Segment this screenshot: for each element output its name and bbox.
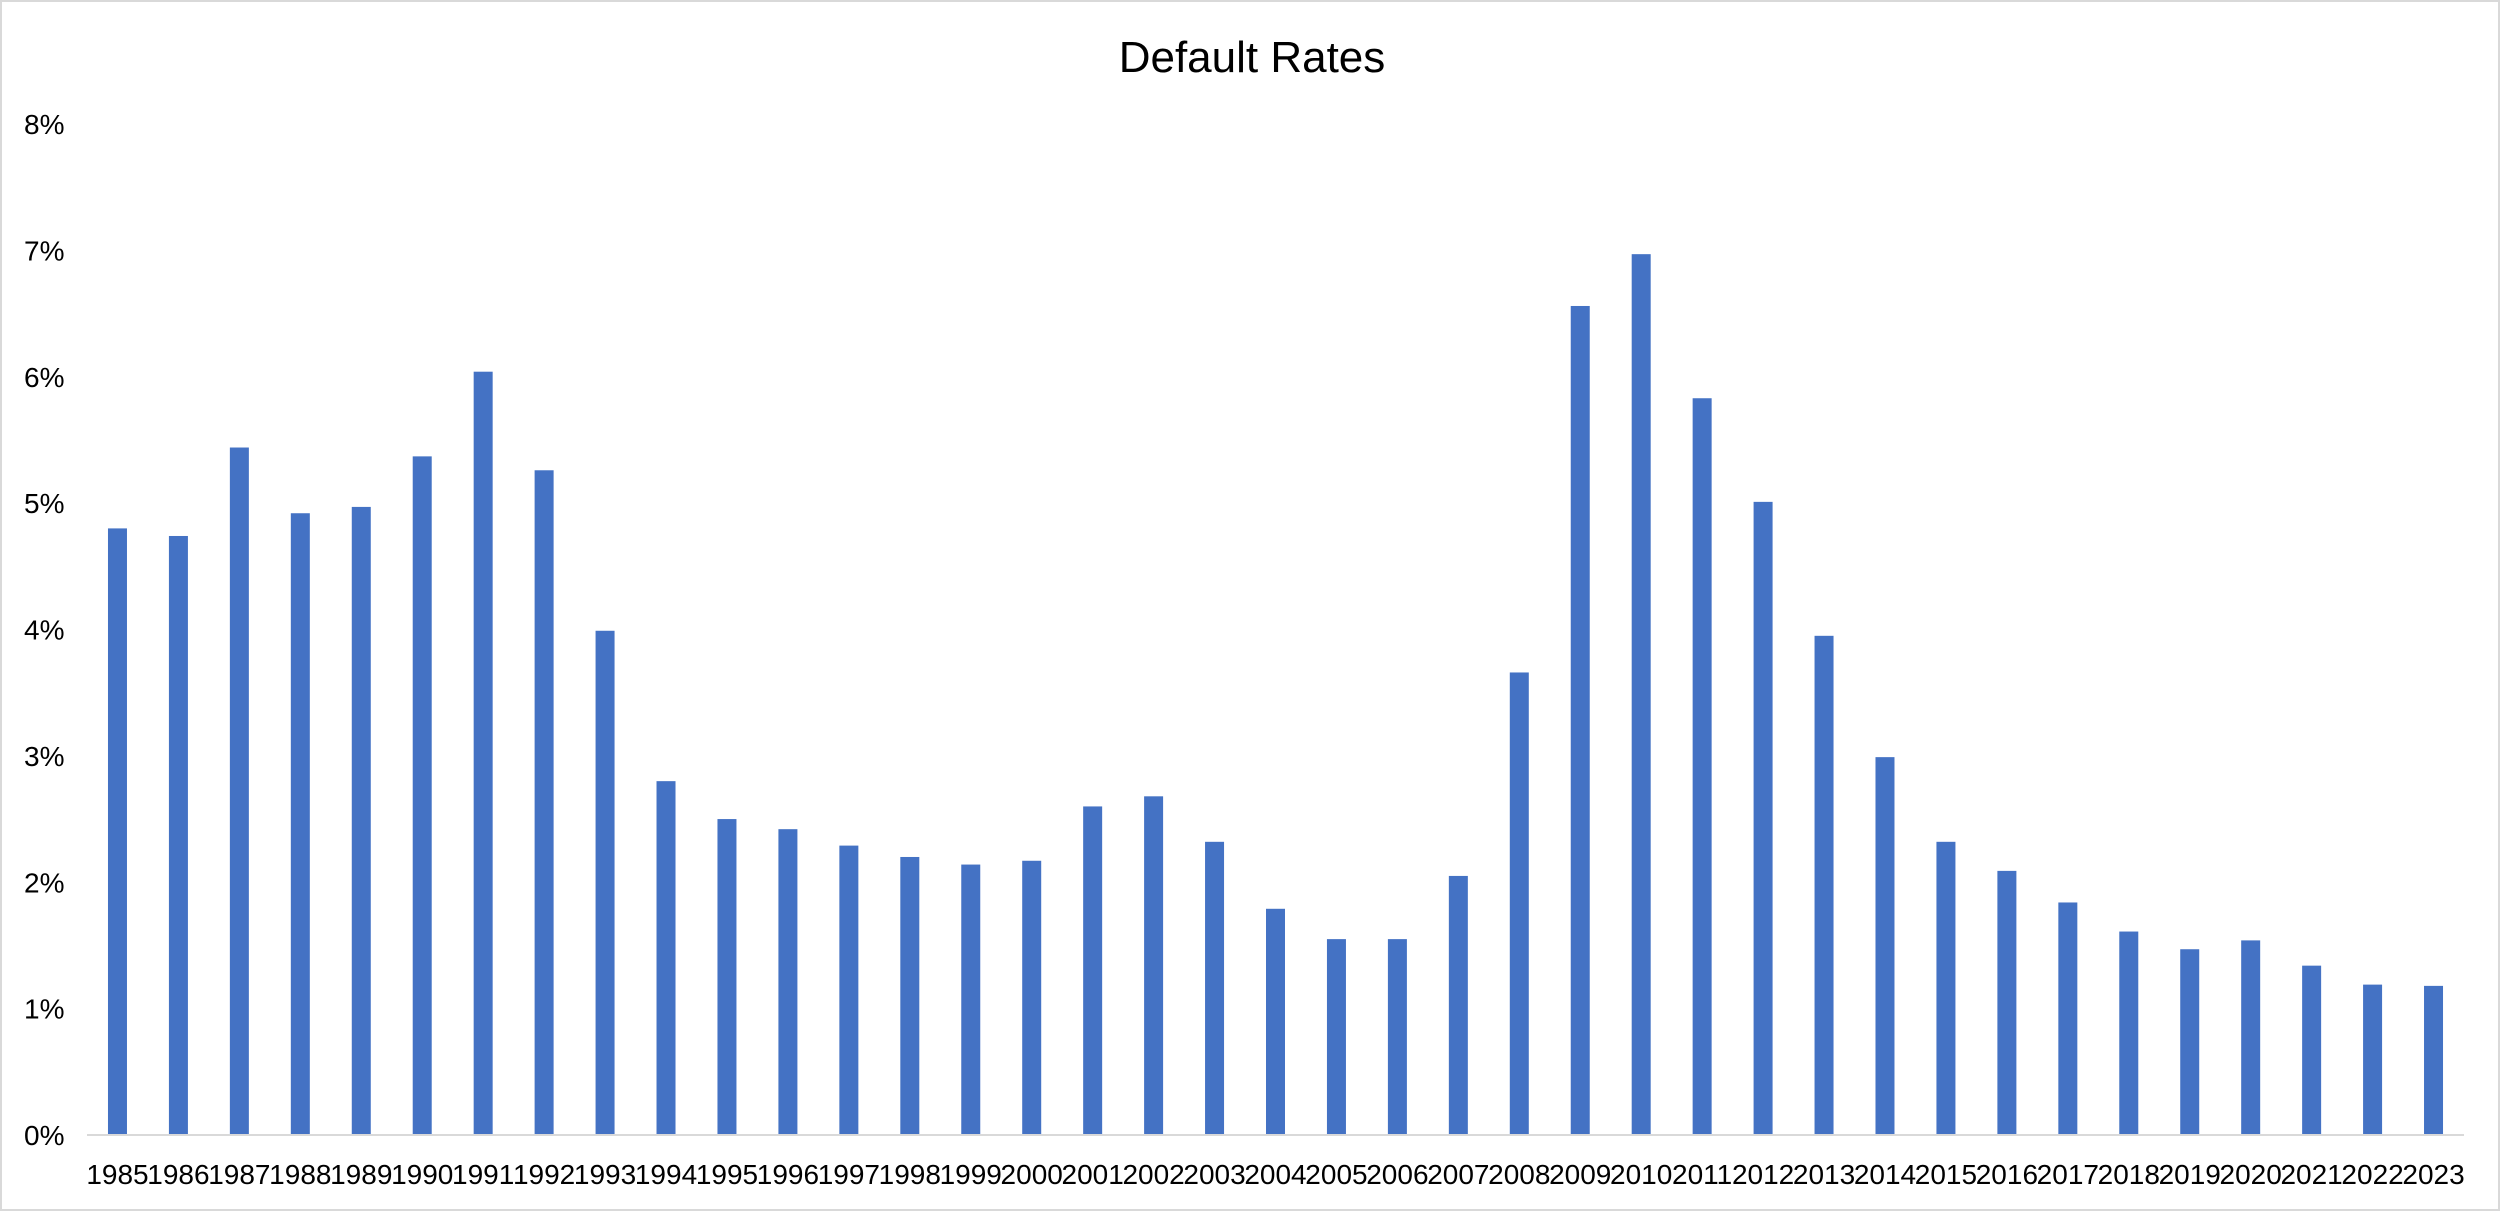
x-tick-label: 2019 [2159, 1159, 2221, 1190]
bar-2002 [1144, 796, 1164, 1135]
bar-2022 [2363, 984, 2383, 1135]
x-tick-label: 2014 [1854, 1159, 1916, 1190]
bar-2021 [2302, 965, 2322, 1135]
bar-2016 [1997, 870, 2017, 1135]
x-tick-label: 2002 [1122, 1159, 1184, 1190]
bar-1991 [473, 371, 493, 1135]
bar-1992 [534, 470, 554, 1136]
x-tick-label: 1994 [635, 1159, 697, 1190]
x-tick-label: 1987 [208, 1159, 270, 1190]
x-tick-label: 1992 [513, 1159, 575, 1190]
x-tick-label: 2012 [1732, 1159, 1794, 1190]
x-tick-label: 1997 [818, 1159, 880, 1190]
x-tick-label: 1993 [574, 1159, 636, 1190]
x-tick-label: 2006 [1366, 1159, 1428, 1190]
y-tick-label: 2% [24, 867, 64, 898]
bars [107, 254, 2444, 1136]
bar-1994 [656, 781, 676, 1135]
x-tick-label: 2004 [1244, 1159, 1306, 1190]
x-tick-label: 2003 [1183, 1159, 1245, 1190]
bar-2020 [2241, 940, 2261, 1135]
bar-1995 [717, 819, 737, 1135]
bar-1986 [168, 535, 188, 1135]
y-tick-label: 7% [24, 235, 64, 266]
x-tick-label: 1995 [696, 1159, 758, 1190]
x-tick-label: 1986 [147, 1159, 209, 1190]
x-tick-label: 2007 [1427, 1159, 1489, 1190]
bar-2017 [2058, 902, 2078, 1135]
x-tick-label: 2013 [1793, 1159, 1855, 1190]
x-tick-label: 2001 [1062, 1159, 1124, 1190]
bar-2008 [1509, 672, 1529, 1135]
bar-1998 [900, 856, 920, 1135]
bar-2010 [1631, 254, 1651, 1135]
x-tick-label: 1989 [330, 1159, 392, 1190]
x-tick-label: 1998 [879, 1159, 941, 1190]
x-tick-label: 2005 [1305, 1159, 1367, 1190]
bar-2023 [2424, 985, 2444, 1135]
chart-title: Default Rates [1119, 33, 1386, 82]
x-tick-label: 2023 [2402, 1159, 2464, 1190]
x-tick-label: 2011 [1672, 1159, 1732, 1190]
bar-2011 [1692, 398, 1712, 1135]
x-tick-label: 1999 [940, 1159, 1002, 1190]
bar-1987 [229, 447, 249, 1135]
bar-2000 [1022, 860, 1042, 1135]
bar-2003 [1205, 841, 1225, 1135]
x-tick-label: 2017 [2037, 1159, 2099, 1190]
y-tick-label: 1% [24, 994, 64, 1025]
bar-2018 [2119, 931, 2139, 1135]
bar-1993 [595, 630, 615, 1135]
bar-2013 [1814, 635, 1834, 1135]
bar-2015 [1936, 841, 1956, 1135]
y-axis-ticks: 0% 1% 2% 3% 4% 5% 6% 7% 8% [24, 109, 64, 1151]
x-tick-label: 2009 [1549, 1159, 1611, 1190]
bar-2007 [1448, 875, 1468, 1135]
bar-2012 [1753, 501, 1773, 1136]
x-tick-label: 2021 [2280, 1159, 2342, 1190]
bar-1999 [961, 864, 981, 1135]
x-tick-label: 1988 [269, 1159, 331, 1190]
x-tick-label: 2015 [1915, 1159, 1977, 1190]
x-tick-label: 1985 [86, 1159, 148, 1190]
x-tick-label: 2022 [2341, 1159, 2403, 1190]
x-axis-ticks: 1985198619871988198919901991199219931994… [86, 1159, 2464, 1190]
bar-2019 [2180, 949, 2200, 1135]
y-tick-label: 4% [24, 615, 64, 646]
x-tick-label: 2016 [1976, 1159, 2038, 1190]
bar-2004 [1266, 908, 1285, 1135]
bar-1996 [778, 829, 798, 1135]
bar-1997 [839, 845, 859, 1135]
x-tick-label: 2020 [2220, 1159, 2282, 1190]
y-tick-label: 3% [24, 741, 64, 772]
y-tick-label: 0% [24, 1120, 64, 1151]
x-tick-label: 1996 [757, 1159, 819, 1190]
bar-2001 [1083, 806, 1103, 1135]
y-tick-label: 6% [24, 362, 64, 393]
x-tick-label: 2010 [1610, 1159, 1672, 1190]
x-tick-label: 2000 [1001, 1159, 1063, 1190]
bar-2006 [1387, 939, 1407, 1135]
x-tick-label: 1990 [391, 1159, 453, 1190]
bar-1988 [290, 513, 310, 1135]
bar-1989 [351, 506, 371, 1135]
bar-2014 [1875, 757, 1895, 1135]
bar-1990 [412, 456, 432, 1136]
x-tick-label: 2008 [1488, 1159, 1550, 1190]
bar-2009 [1570, 305, 1590, 1136]
bar-2005 [1326, 939, 1346, 1135]
x-tick-label: 1991 [452, 1159, 514, 1190]
y-tick-label: 5% [24, 488, 64, 519]
bar-1985 [107, 528, 127, 1135]
x-tick-label: 2018 [2098, 1159, 2160, 1190]
y-tick-label: 8% [24, 109, 64, 140]
